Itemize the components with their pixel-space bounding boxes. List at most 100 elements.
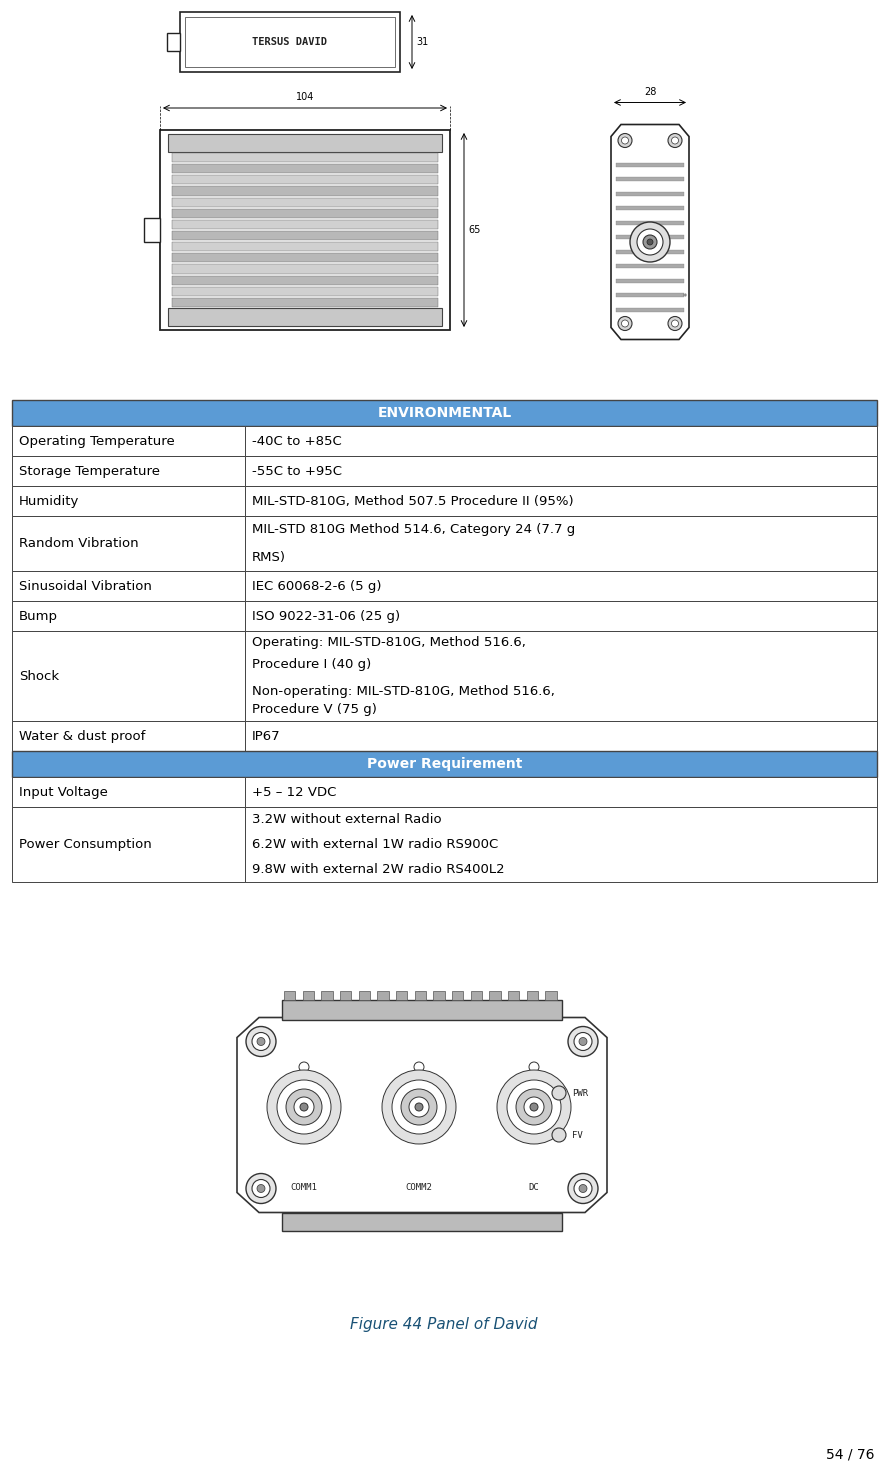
Text: Storage Temperature: Storage Temperature	[19, 464, 160, 478]
Bar	[470, 991, 482, 999]
Bar	[433, 991, 444, 999]
Circle shape	[637, 228, 663, 255]
Bar	[180, 12, 400, 72]
Bar	[340, 991, 351, 999]
Text: PWR: PWR	[572, 1088, 589, 1098]
Text: +5 – 12 VDC: +5 – 12 VDC	[252, 786, 336, 799]
Bar	[172, 254, 438, 262]
Bar	[282, 999, 562, 1020]
Bar	[526, 991, 538, 999]
Bar	[508, 991, 519, 999]
Text: TERSUS DAVID: TERSUS DAVID	[252, 37, 327, 47]
Circle shape	[300, 1103, 308, 1111]
Text: Procedure I (40 g): Procedure I (40 g)	[252, 659, 372, 671]
Circle shape	[643, 234, 657, 249]
Circle shape	[529, 1061, 539, 1072]
Bar	[172, 153, 438, 162]
Text: 9.8W with external 2W radio RS400L2: 9.8W with external 2W radio RS400L2	[252, 862, 505, 876]
Bar	[12, 455, 245, 486]
Bar	[616, 293, 684, 298]
Bar	[185, 18, 395, 66]
Bar	[12, 601, 245, 631]
Bar	[144, 218, 160, 242]
Bar	[172, 298, 438, 307]
Circle shape	[401, 1089, 437, 1125]
Bar	[172, 242, 438, 251]
Circle shape	[257, 1185, 265, 1192]
Bar	[12, 750, 877, 777]
Bar	[245, 516, 877, 570]
Bar	[245, 721, 877, 750]
Text: -40C to +85C: -40C to +85C	[252, 435, 341, 448]
Text: Sinusoidal Vibration: Sinusoidal Vibration	[19, 579, 152, 593]
Circle shape	[668, 317, 682, 330]
Bar	[12, 516, 245, 570]
Circle shape	[252, 1179, 270, 1197]
Circle shape	[579, 1185, 587, 1192]
Circle shape	[530, 1103, 538, 1111]
Circle shape	[621, 320, 629, 327]
Circle shape	[252, 1032, 270, 1051]
Circle shape	[618, 134, 632, 147]
Circle shape	[414, 1061, 424, 1072]
Bar	[616, 221, 684, 224]
Bar	[282, 1213, 562, 1231]
Bar	[616, 192, 684, 196]
Text: Input Voltage: Input Voltage	[19, 786, 108, 799]
Bar	[545, 991, 557, 999]
Text: DC: DC	[529, 1182, 540, 1191]
Text: MIL-STD 810G Method 514.6, Category 24 (7.7 g: MIL-STD 810G Method 514.6, Category 24 (…	[252, 523, 575, 537]
Bar	[12, 399, 877, 426]
Bar	[616, 236, 684, 239]
Circle shape	[671, 137, 678, 144]
Text: -55C to +95C: -55C to +95C	[252, 464, 342, 478]
Bar	[172, 175, 438, 184]
Bar	[245, 455, 877, 486]
Text: Figure 44 Panel of David: Figure 44 Panel of David	[350, 1318, 538, 1332]
Bar	[616, 279, 684, 283]
Circle shape	[507, 1080, 561, 1134]
Bar	[321, 991, 332, 999]
Text: Humidity: Humidity	[19, 494, 79, 507]
Bar	[616, 206, 684, 211]
Circle shape	[409, 1097, 429, 1117]
Text: Shock: Shock	[19, 669, 60, 682]
Circle shape	[574, 1032, 592, 1051]
Circle shape	[382, 1070, 456, 1144]
Circle shape	[618, 317, 632, 330]
Text: Operating: MIL-STD-810G, Method 516.6,: Operating: MIL-STD-810G, Method 516.6,	[252, 635, 526, 649]
Circle shape	[671, 320, 678, 327]
Circle shape	[299, 1061, 309, 1072]
Bar	[616, 249, 684, 254]
Text: IP67: IP67	[252, 730, 281, 743]
Bar	[160, 130, 450, 330]
Polygon shape	[237, 1017, 607, 1213]
Text: Power Requirement: Power Requirement	[367, 758, 522, 771]
Bar	[168, 134, 442, 152]
Bar	[616, 164, 684, 167]
Circle shape	[552, 1128, 566, 1142]
Circle shape	[286, 1089, 322, 1125]
Text: 65: 65	[468, 226, 480, 234]
Circle shape	[579, 1038, 587, 1045]
Circle shape	[246, 1026, 276, 1057]
Polygon shape	[611, 124, 689, 339]
Bar	[245, 601, 877, 631]
Circle shape	[621, 137, 629, 144]
Circle shape	[574, 1179, 592, 1197]
Bar	[616, 177, 684, 181]
Bar	[414, 991, 426, 999]
Bar	[452, 991, 463, 999]
Bar	[245, 570, 877, 601]
Bar	[172, 287, 438, 296]
Bar	[245, 486, 877, 516]
Bar	[616, 308, 684, 311]
Circle shape	[568, 1173, 598, 1203]
Circle shape	[294, 1097, 314, 1117]
Text: 3.2W without external Radio: 3.2W without external Radio	[252, 814, 442, 825]
Text: 6.2W with external 1W radio RS900C: 6.2W with external 1W radio RS900C	[252, 839, 498, 850]
Circle shape	[524, 1097, 544, 1117]
Bar	[245, 806, 877, 881]
Text: Procedure V (75 g): Procedure V (75 g)	[252, 703, 377, 716]
Bar	[358, 991, 370, 999]
